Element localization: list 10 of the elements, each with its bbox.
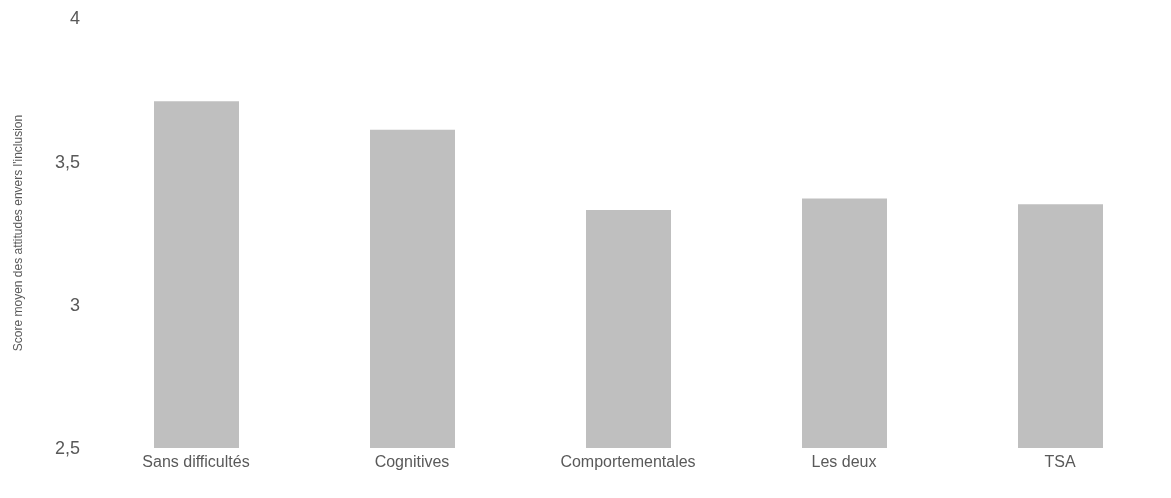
x-tick-label: Sans difficultés (142, 453, 250, 471)
y-tick-label: 2,5 (54, 438, 80, 459)
x-tick-label: TSA (1044, 453, 1076, 471)
y-axis-title: Score moyen des attitudes envers l'inclusion (11, 114, 26, 352)
x-tick-label: Les deux (811, 453, 877, 471)
y-tick-label: 3 (69, 295, 80, 316)
x-tick-label: Comportementales (560, 453, 696, 471)
y-tick-label: 3,5 (54, 151, 80, 172)
x-tick-label: Cognitives (374, 453, 450, 471)
y-tick-label: 4 (69, 8, 80, 29)
